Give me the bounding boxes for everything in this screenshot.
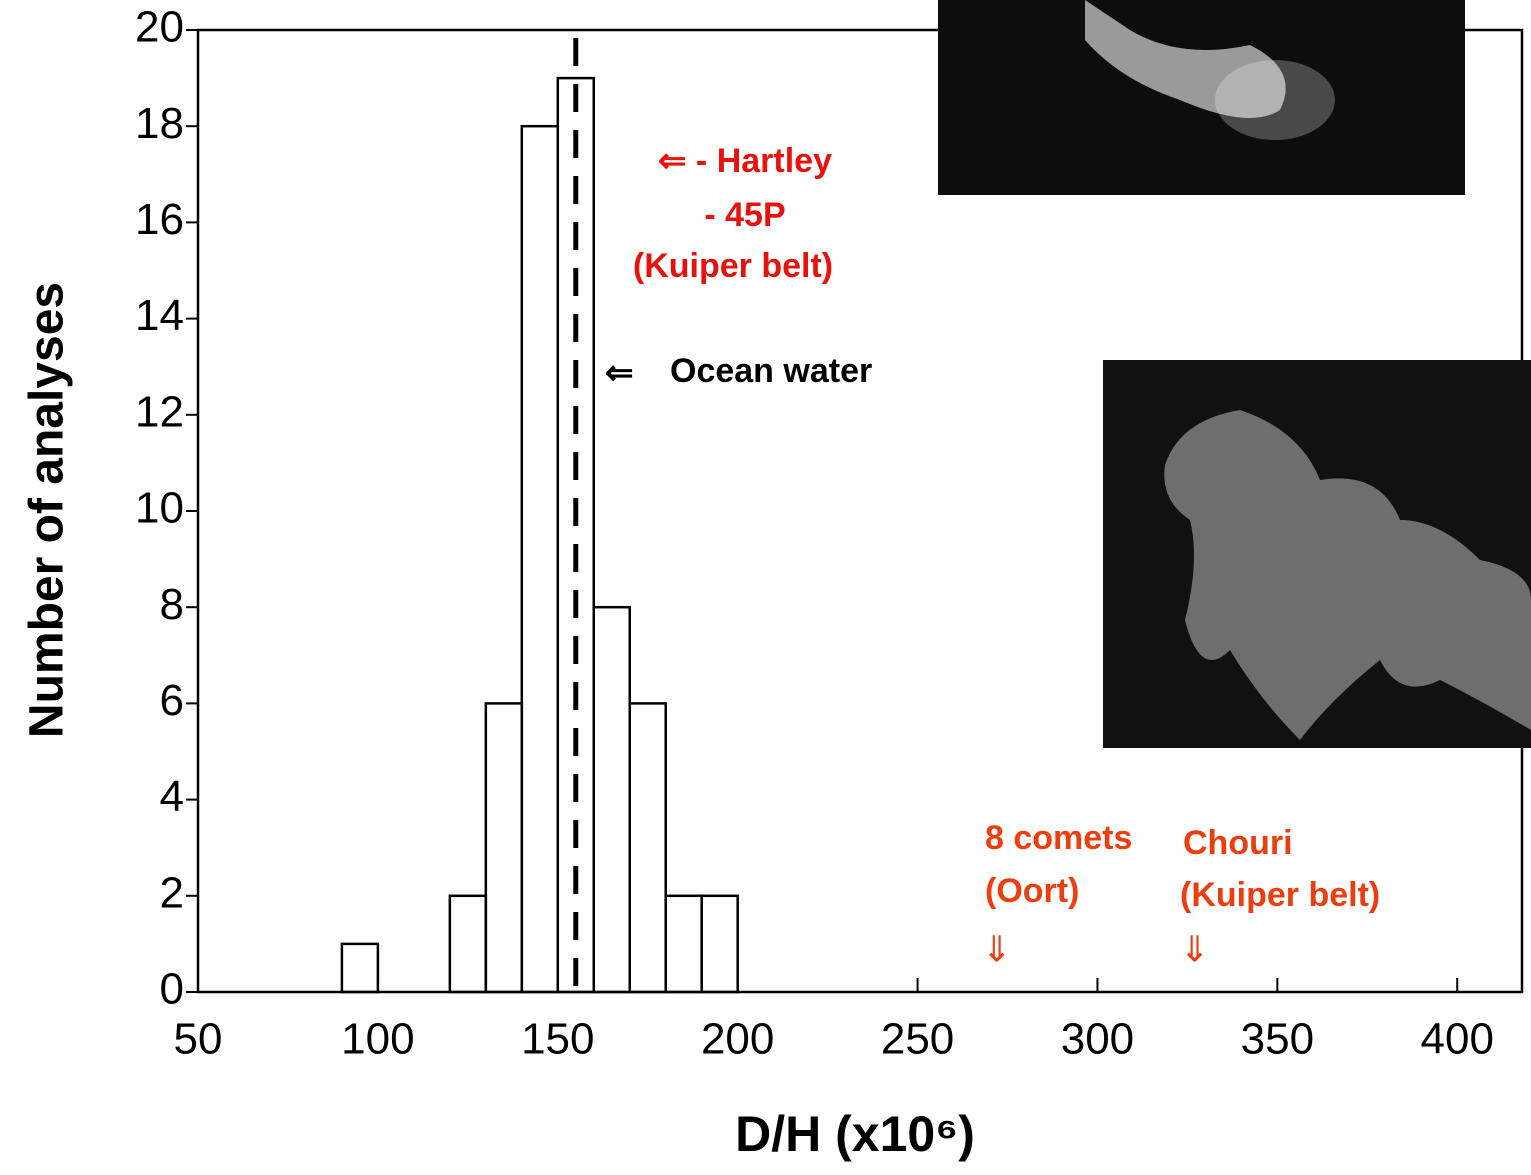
y-tick-label: 6 xyxy=(160,676,184,725)
y-axis-label: Number of analyses xyxy=(21,282,74,738)
annotation: ⇐ - Hartley xyxy=(658,142,832,180)
x-tick-label: 100 xyxy=(341,1015,414,1064)
annotation: 8 comets xyxy=(985,819,1132,857)
bar xyxy=(520,124,560,994)
y-tick-label: 20 xyxy=(135,3,184,52)
bar xyxy=(340,942,380,994)
bar xyxy=(628,702,667,994)
comet-photo-hartley xyxy=(938,0,1465,195)
bar xyxy=(448,894,488,994)
bar xyxy=(556,76,596,994)
y-tick-label: 8 xyxy=(160,580,184,629)
marker-arrow: ⇓ xyxy=(1180,929,1210,970)
bar xyxy=(592,605,631,994)
marker-arrow: ⇓ xyxy=(982,929,1012,970)
annotation: (Kuiper belt) xyxy=(633,247,833,285)
x-tick-label: 50 xyxy=(174,1015,223,1064)
bar xyxy=(664,894,703,994)
x-tick-label: 150 xyxy=(521,1015,594,1064)
x-tick-label: 350 xyxy=(1241,1015,1314,1064)
annotation: (Kuiper belt) xyxy=(1180,876,1380,914)
x-tick-label: 300 xyxy=(1061,1015,1134,1064)
x-axis-label: D/H (x10⁶) xyxy=(735,1106,975,1162)
x-tick-label: 200 xyxy=(701,1015,774,1064)
bar xyxy=(700,894,739,994)
x-tick-label: 400 xyxy=(1421,1015,1494,1064)
annotation: - 45P xyxy=(704,196,785,234)
y-tick-label: 0 xyxy=(160,965,184,1014)
y-tick-label: 4 xyxy=(160,772,184,821)
comet-photo-chouri xyxy=(1103,360,1531,748)
annotation: (Oort) xyxy=(985,872,1079,910)
bar xyxy=(484,702,524,994)
x-tick-label: 250 xyxy=(881,1015,954,1064)
y-tick-label: 2 xyxy=(160,868,184,917)
y-tick-label: 14 xyxy=(135,291,184,340)
annotation: Chouri xyxy=(1183,824,1293,862)
y-tick-label: 10 xyxy=(135,484,184,533)
annotation: ⇐ xyxy=(605,354,634,392)
y-tick-label: 12 xyxy=(135,387,184,436)
y-tick-label: 18 xyxy=(135,99,184,148)
y-tick-label: 16 xyxy=(135,195,184,244)
annotation: Ocean water xyxy=(670,352,872,390)
